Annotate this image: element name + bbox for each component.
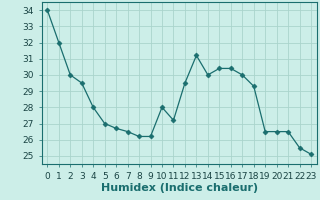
X-axis label: Humidex (Indice chaleur): Humidex (Indice chaleur) (100, 183, 258, 193)
